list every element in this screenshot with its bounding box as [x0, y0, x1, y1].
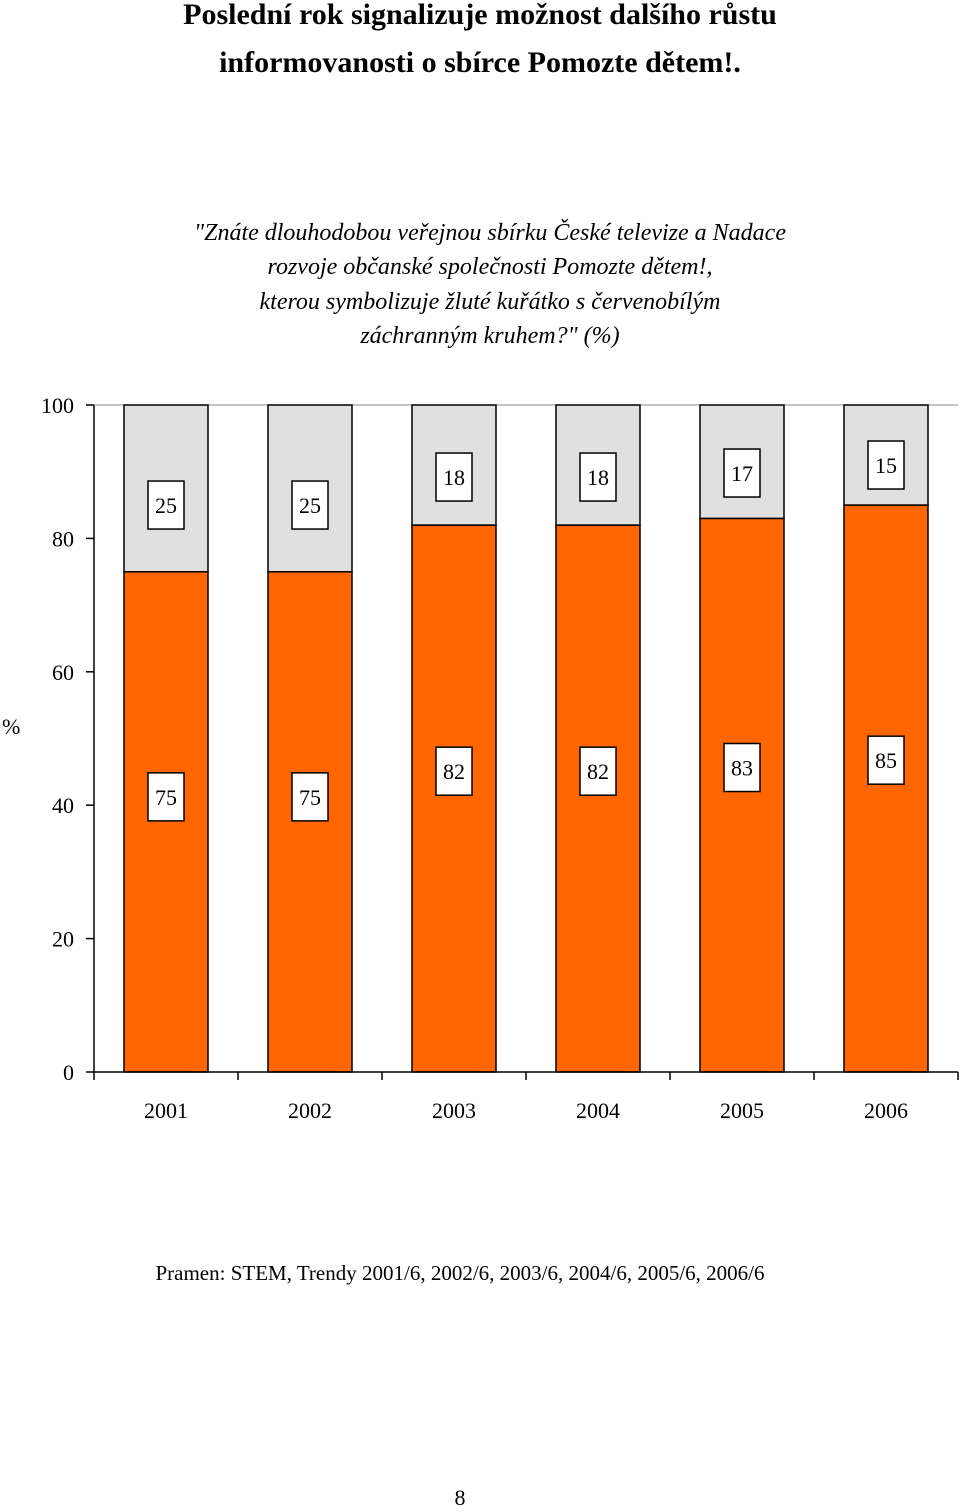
source-note: Pramen: STEM, Trendy 2001/6, 2002/6, 200…	[155, 1261, 765, 1285]
bar-ano-2002	[267, 571, 353, 1073]
x-tick-label-2005: 2005	[720, 1098, 764, 1120]
x-axis: 2001 2002 2003 2004 2005 2006	[93, 1071, 959, 1120]
data-label-box	[147, 480, 185, 530]
data-label-text: 83	[731, 756, 753, 781]
data-label-box	[723, 448, 761, 498]
data-label-ne-2003: 18	[435, 452, 473, 502]
data-label-box	[435, 746, 473, 796]
data-labels: 75 25 75 25 82 18 82 18 83 17 85 15	[147, 440, 905, 822]
data-label-box	[579, 452, 617, 502]
bar-ano-2006	[843, 504, 929, 1073]
page-number: 8	[454, 1485, 466, 1510]
data-label-text: 75	[299, 785, 321, 810]
data-label-ano-2003: 82	[435, 746, 473, 796]
page-heading-line-2: informovanosti o sbírce Pomozte dětem!.	[219, 46, 741, 79]
x-tick-label-2001: 2001	[144, 1098, 188, 1120]
survey-question-line-4: záchranným kruhem?" (%)	[360, 323, 620, 349]
y-tick-label-0: 0	[63, 1060, 74, 1085]
bar-ano-2004	[555, 524, 641, 1073]
data-label-box	[147, 772, 185, 822]
survey-question-line-2: rozvoje občanské společnosti Pomozte dět…	[267, 254, 713, 280]
data-label-box	[867, 735, 905, 785]
data-label-ne-2006: 15	[867, 440, 905, 490]
y-tick-label-100: 100	[41, 393, 74, 418]
data-label-text: 85	[875, 748, 897, 773]
data-label-ano-2001: 75	[147, 772, 185, 822]
bar-ano-2003	[411, 524, 497, 1073]
data-label-text: 25	[155, 493, 177, 518]
data-label-ne-2005: 17	[723, 448, 761, 498]
y-axis-title: %	[2, 714, 20, 739]
page-heading-line-1: Poslední rok signalizuje možnost dalšího…	[183, 0, 777, 31]
bars	[123, 404, 929, 1073]
y-tick-label-60: 60	[52, 660, 74, 685]
data-label-ne-2002: 25	[291, 480, 329, 530]
data-label-box	[579, 746, 617, 796]
data-label-text: 25	[299, 493, 321, 518]
data-label-text: 15	[875, 453, 897, 478]
data-label-ano-2006: 85	[867, 735, 905, 785]
data-label-box	[867, 440, 905, 490]
data-label-ano-2004: 82	[579, 746, 617, 796]
data-label-text: 17	[731, 461, 753, 486]
data-label-box	[291, 772, 329, 822]
data-label-box	[723, 742, 761, 793]
data-label-text: 82	[443, 759, 465, 784]
y-tick-label-20: 20	[52, 927, 74, 952]
data-label-text: 18	[587, 465, 609, 490]
data-label-text: 18	[443, 465, 465, 490]
x-tick-label-2006: 2006	[864, 1098, 908, 1120]
y-tick-label-80: 80	[52, 526, 74, 551]
data-label-ano-2005: 83	[723, 742, 761, 793]
x-tick-label-2004: 2004	[576, 1098, 620, 1120]
x-tick-label-2002: 2002	[288, 1098, 332, 1120]
data-label-ano-2002: 75	[291, 772, 329, 822]
bar-ano-2001	[123, 571, 209, 1073]
data-label-ne-2004: 18	[579, 452, 617, 502]
y-axis: 0 20 40 60 80 100%	[2, 393, 958, 1085]
stacked-bar-chart: 0 20 40 60 80 100% 75 25 75 25 82 18 82 18 83 17 85 15 2…	[2, 393, 959, 1120]
data-label-text: 82	[587, 759, 609, 784]
bar-ne-2004	[555, 404, 641, 526]
data-label-text: 75	[155, 785, 177, 810]
bar-ano-2005	[699, 517, 785, 1073]
data-label-box	[435, 452, 473, 502]
data-label-box	[291, 480, 329, 530]
data-label-ne-2001: 25	[147, 480, 185, 530]
survey-question-line-1: "Znáte dlouhodobou veřejnou sbírku České…	[194, 220, 786, 246]
y-tick-label-40: 40	[52, 793, 74, 818]
x-tick-label-2003: 2003	[432, 1098, 476, 1120]
survey-question-line-3: kterou symbolizuje žluté kuřátko s červe…	[259, 289, 721, 315]
bar-ne-2005	[699, 404, 785, 520]
